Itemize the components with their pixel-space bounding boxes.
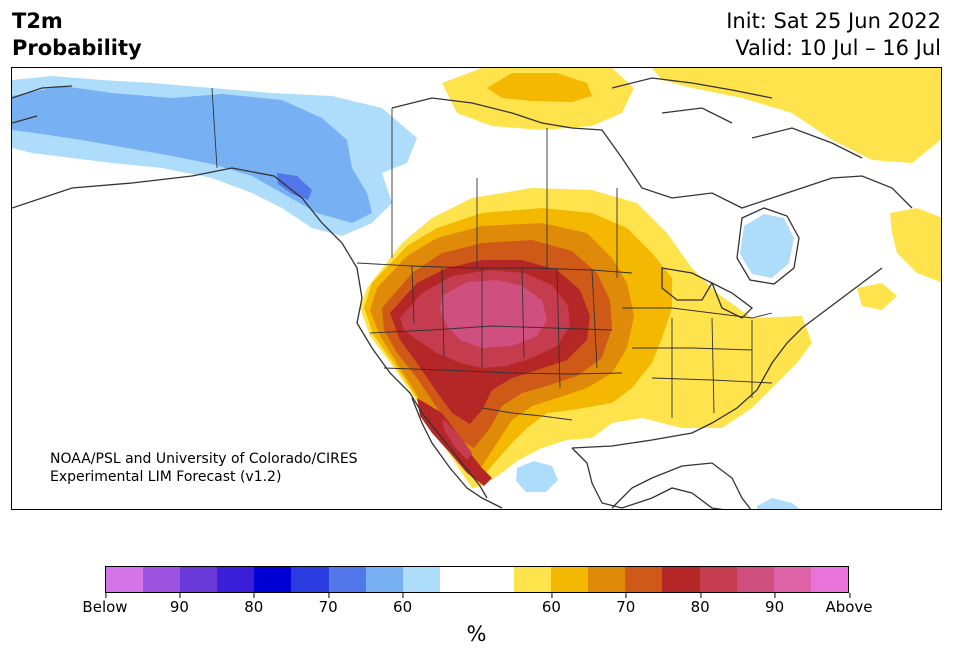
above-region-nova-scotia-60: [857, 283, 897, 310]
title-variable: T2m: [12, 9, 63, 33]
colorbar-tick-label: 60: [542, 593, 561, 615]
political-borders: [211, 87, 773, 421]
below-region-alaska-70: [12, 86, 372, 223]
colorbar: [105, 566, 849, 593]
map-title: T2m Probability: [12, 8, 142, 62]
below-region-hudson-60: [740, 214, 794, 278]
colorbar-tick-label: 90: [170, 593, 189, 615]
colorbar-tick-label: 60: [393, 593, 412, 615]
forecast-dates: Init: Sat 25 Jun 2022 Valid: 10 Jul – 16…: [726, 8, 941, 62]
above-region-arctic-65: [487, 73, 592, 102]
colorbar-swatch-12: [551, 567, 589, 592]
title-type: Probability: [12, 36, 142, 60]
map-canvas: [12, 68, 941, 509]
colorbar-swatch-8: [402, 567, 440, 592]
colorbar-tick-label: 90: [765, 593, 784, 615]
colorbar-swatch-19: [810, 567, 848, 592]
colorbar-swatch-5: [291, 567, 329, 592]
colorbar-swatch-18: [773, 567, 811, 592]
colorbar-swatch-7: [365, 567, 403, 592]
colorbar-swatch-3: [217, 567, 255, 592]
below-region-baja-60: [516, 461, 558, 492]
colorbar-swatch-15: [662, 567, 700, 592]
credit-line-2: Experimental LIM Forecast (v1.2): [50, 469, 282, 485]
colorbar-tick-label: Above: [825, 593, 873, 615]
colorbar-tick-label: 80: [691, 593, 710, 615]
colorbar-swatch-0: [106, 567, 144, 592]
colorbar-ticks: Below 90 80 70 60 60 70 80 90 Above: [82, 593, 873, 623]
colorbar-unit-label: %: [466, 622, 487, 646]
colorbar-swatch-9: [439, 567, 477, 592]
forecast-map: NOAA/PSL and University of Colorado/CIRE…: [11, 67, 942, 510]
colorbar-swatch-4: [254, 567, 292, 592]
colorbar-swatch-11: [514, 567, 552, 592]
credit-line-1: NOAA/PSL and University of Colorado/CIRE…: [50, 451, 358, 467]
above-region-us-90: [440, 280, 547, 348]
colorbar-swatch-2: [180, 567, 218, 592]
map-credit: NOAA/PSL and University of Colorado/CIRE…: [50, 450, 358, 486]
above-region-labrador-60: [890, 208, 941, 283]
colorbar-swatch-17: [736, 567, 774, 592]
colorbar-swatch-1: [143, 567, 181, 592]
below-region-se-corner-60: [757, 498, 800, 509]
above-region-greenland-60: [652, 68, 941, 163]
valid-dates: Valid: 10 Jul – 16 Jul: [735, 36, 941, 60]
below-region-yukon-80: [277, 173, 312, 200]
above-region-baja-90: [442, 418, 472, 460]
colorbar-swatch-13: [588, 567, 626, 592]
colorbar-tick-label: Below: [82, 593, 128, 615]
colorbar-tick-label: 70: [616, 593, 635, 615]
colorbar-swatch-14: [625, 567, 663, 592]
colorbar-tick-label: 80: [244, 593, 263, 615]
init-date: Init: Sat 25 Jun 2022: [726, 9, 941, 33]
colorbar-swatch-10: [476, 567, 515, 592]
colorbar-swatch-16: [699, 567, 737, 592]
colorbar-tick-label: 70: [319, 593, 338, 615]
colorbar-swatch-6: [328, 567, 366, 592]
coastlines: [12, 77, 913, 509]
